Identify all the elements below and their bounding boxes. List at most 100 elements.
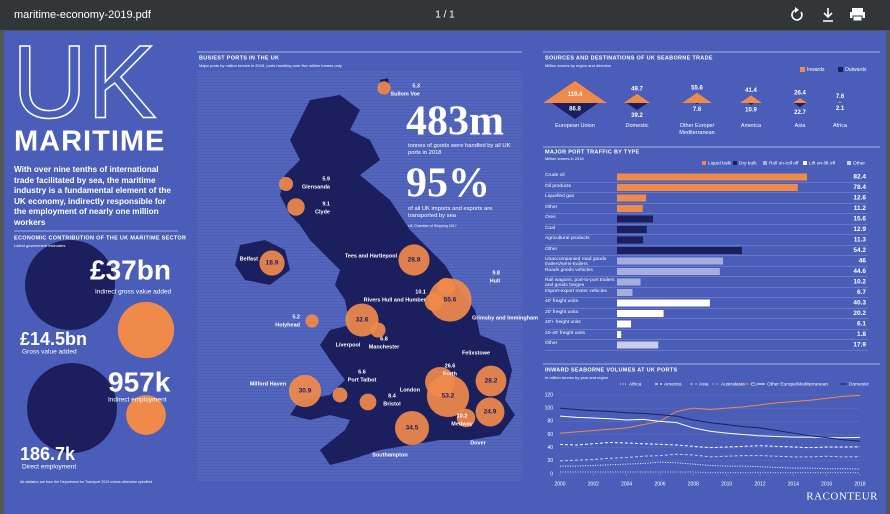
port-name: Rivers Hull and Humber <box>364 297 427 303</box>
port-name: London <box>400 387 421 393</box>
port-name: Grimsby and Immingham <box>472 315 538 321</box>
print-button[interactable] <box>850 8 865 22</box>
chart-title: MAJOR PORT TRAFFIC BY TYPE <box>545 149 640 155</box>
port-circle <box>426 374 470 418</box>
value-label: 20.2 <box>853 310 866 317</box>
category-label: European Union <box>555 123 595 129</box>
x-tick-label: 2014 <box>788 481 799 487</box>
port-circle <box>475 365 507 397</box>
category-label: Oil products <box>545 183 572 189</box>
port-circle <box>398 244 430 276</box>
category-label: Africa <box>832 123 848 129</box>
port-value: 53.2 <box>442 393 455 400</box>
legend-label: Lift on-lift off <box>809 160 836 166</box>
category-label: Other <box>545 341 558 346</box>
bar <box>617 268 720 275</box>
x-tick-label: 2002 <box>588 481 599 487</box>
y-tick-label: 0 <box>550 471 553 477</box>
y-tick-label: 60 <box>547 432 553 438</box>
diamond-half <box>793 103 807 108</box>
port-name: Holyhead <box>275 322 300 328</box>
file-name: maritime-economy-2019.pdf <box>14 9 152 21</box>
legend-label: Africa <box>629 381 642 387</box>
legend-swatch <box>763 161 767 165</box>
port-value: 55.6 <box>444 297 457 304</box>
port-value: 28.8 <box>408 257 421 264</box>
series-line <box>559 394 861 434</box>
stat-caption: of all UK imports and exports are transp… <box>408 206 493 219</box>
bar <box>617 299 710 307</box>
stat-value: £37bn <box>90 254 171 285</box>
stat-caption: Indirect gross value added <box>95 289 172 296</box>
category-label: Ores <box>545 215 556 220</box>
value-label: 40.3 <box>853 300 866 307</box>
port-name: Manchester <box>369 344 400 350</box>
port-circle <box>259 250 285 276</box>
port-value: 26.6 <box>445 363 456 369</box>
legend-label: Liquid bulk <box>708 160 732 166</box>
port-circle <box>332 387 348 403</box>
stat-circle <box>27 363 117 453</box>
value-label: 10.9 <box>745 108 757 114</box>
x-tick-label: 2012 <box>754 481 765 487</box>
value-label: 2.1 <box>836 106 845 112</box>
y-tick-label: 120 <box>545 392 554 398</box>
bar <box>617 247 742 254</box>
bar <box>617 236 644 244</box>
port-name: Tees and Hartlepool <box>345 253 398 259</box>
stat-circle <box>25 240 115 330</box>
legend-swatch <box>800 67 805 72</box>
legend-label: Inwards <box>807 67 825 73</box>
port-name: Southampton <box>372 452 408 458</box>
category-label: Other <box>545 204 558 210</box>
bar <box>617 331 622 338</box>
category-label: Coal <box>545 225 556 231</box>
legend-label: EU <box>751 381 758 387</box>
diamond-half <box>623 93 651 103</box>
category-label: Other <box>545 246 558 252</box>
stat-circle <box>126 395 166 435</box>
x-tick-label: 2004 <box>621 481 632 487</box>
category-label: Crude oil <box>545 173 565 178</box>
stat-caption: Gross value added <box>22 349 77 356</box>
stat-value: 95% <box>406 161 490 207</box>
category-label: Rail wagons, port-to-port trailers and g… <box>545 278 615 289</box>
x-tick-label: 2018 <box>854 481 865 487</box>
y-tick-label: 100 <box>545 405 554 411</box>
rotate-button[interactable] <box>791 7 803 21</box>
stat-value: £14.5bn <box>20 329 87 349</box>
port-name: Sullom Voe <box>390 91 420 97</box>
section-subtitle: Latest government estimates <box>14 243 65 248</box>
source: UK Chamber of Shipping 2017 <box>408 224 457 228</box>
port-value: 18.9 <box>266 260 279 267</box>
port-name: Liverpool <box>336 342 361 348</box>
port-circle <box>278 176 294 192</box>
bar <box>617 310 664 317</box>
diamond-half <box>739 95 763 103</box>
download-button[interactable] <box>823 8 833 22</box>
category-label: Domestic <box>625 123 649 129</box>
value-label: 78.4 <box>853 184 866 191</box>
y-tick-label: 80 <box>547 419 553 425</box>
value-label: 17.9 <box>853 342 866 349</box>
chart-subtitle: Million tonnes in 2018 <box>545 156 584 161</box>
value-label: 1.8 <box>857 331 866 338</box>
port-value: 6.6 <box>358 369 366 375</box>
value-label: 49.7 <box>631 86 643 92</box>
port-name: Glensanda <box>302 184 331 190</box>
series-line <box>559 453 861 462</box>
port-name: Clyde <box>315 209 330 215</box>
value-label: 119.4 <box>568 92 583 98</box>
port-circle <box>475 397 505 427</box>
bar <box>617 194 647 202</box>
port-circle <box>359 393 377 411</box>
x-tick-label: 2010 <box>721 481 732 487</box>
port-name: Belfast <box>240 256 259 262</box>
diamond-half <box>837 101 843 103</box>
series-line <box>560 471 860 474</box>
value-label: 55.6 <box>691 85 703 91</box>
port-circle <box>305 314 319 328</box>
toolbar <box>0 0 890 30</box>
value-label: 11.3 <box>854 237 867 244</box>
